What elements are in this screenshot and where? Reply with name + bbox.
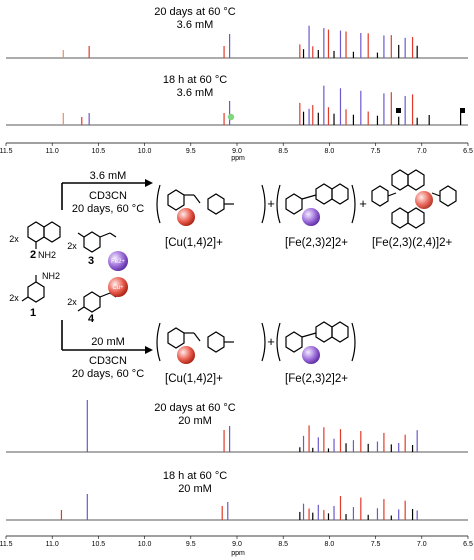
axis-tick-label: 9.0 (232, 148, 242, 155)
reactant-1-label: 1 (29, 307, 37, 319)
reactant-3-structure (77, 231, 117, 253)
reactant-2-label: 2 (29, 249, 37, 261)
fe-sphere-product3 (415, 191, 433, 209)
reactant-4-structure (77, 291, 117, 313)
product2-formula-row1: [Fe(2,3)2]2+ (285, 237, 348, 249)
spectrum-20-days-3.6mM (6, 25, 468, 59)
reactant-2-count: 2x (9, 234, 19, 244)
reactant-4-label: 4 (87, 313, 95, 325)
axis-tick-label: 10.0 (138, 541, 152, 548)
axis-tick-label: 10.5 (92, 148, 106, 155)
spectrum-18h-20mM (6, 494, 468, 521)
row1-conditions: 20 days, 60 °C (71, 203, 145, 215)
reaction-scheme: 3.6 mM CD3CN 20 days, 60 °C 20 mM CD3CN … (0, 165, 474, 390)
fe-sphere-product2 (302, 208, 320, 226)
product-fe23-structure-row1 (276, 183, 356, 224)
fe-sphere (108, 251, 128, 271)
axis-tick-label: 11.5 (0, 541, 13, 548)
axis-tick-label: 7.5 (371, 148, 381, 155)
scheme-graphics (21, 169, 457, 364)
cu-label: Cu+ (112, 285, 124, 291)
row1-conc: 3.6 mM (89, 170, 127, 182)
axis-tick-label: 7.0 (417, 148, 427, 155)
fe-sphere-row2 (302, 346, 320, 364)
axis-tick-label: 8.5 (278, 148, 288, 155)
reactant-3-label: 3 (87, 255, 95, 267)
green-dot-marker (227, 113, 235, 121)
fe-label: Fe2+ (111, 259, 125, 265)
row2-conc: 20 mM (91, 336, 125, 348)
spectrum-label-4: 18 h at 60 °C 20 mM (162, 470, 228, 495)
cu-sphere (108, 277, 128, 297)
spectrum-20-days-20mM (6, 400, 468, 453)
axis-tick-label: 8.5 (278, 541, 288, 548)
row1-solvent: CD3CN (89, 190, 127, 202)
bottom-spectra-panel: 11.5 11.0 10.5 10.0 9.5 9.0 8.5 8.0 7.5 7.0 6.5 (0, 400, 473, 548)
ppm-label-bottom: ppm (231, 550, 245, 557)
axis-tick-label: 9.5 (186, 541, 196, 548)
axis-tick-label: 11.0 (46, 541, 59, 548)
axis-tick-label: 9.5 (186, 148, 196, 155)
axis-tick-label: 6.5 (463, 148, 473, 155)
axis-tick-label: 8.0 (325, 148, 335, 155)
axis-tick-label: 9.0 (232, 541, 242, 548)
product1-formula-row1: [Cu(1,4)2]+ (165, 237, 223, 249)
product-fe23-structure-row2 (276, 321, 356, 362)
spectrum-label-1: 20 days at 60 °C 3.6 mM (154, 6, 236, 31)
axis-tick-label: 8.0 (325, 541, 335, 548)
plus-2: + (359, 196, 367, 211)
product2-formula-row2: [Fe(2,3)2]2+ (285, 373, 348, 385)
ppm-axis-bottom: 11.5 11.0 10.5 10.0 9.5 9.0 8.5 8.0 7.5 7.0 6.5 (0, 535, 473, 548)
reactant-1-group: NH2 (41, 271, 60, 281)
reactant-1-count: 2x (9, 293, 19, 303)
spectrum-label-2: 18 h at 60 °C 3.6 mM (162, 74, 228, 99)
reactant-2-structure (27, 221, 61, 249)
axis-tick-label: 6.5 (463, 541, 473, 548)
axis-tick-label: 10.5 (92, 541, 106, 548)
product-cu14-structure-row1 (156, 184, 266, 224)
spectrum-label-3: 20 days at 60 °C 20 mM (154, 402, 236, 427)
top-spectra-panel: 11.5 11.0 10.5 10.0 9.5 9.0 8.5 8.0 7.5 7.0 6.5 (0, 25, 473, 155)
product3-formula-row1: [Fe(2,3)(2,4)]2+ (372, 237, 453, 249)
row2-solvent: CD3CN (89, 355, 127, 367)
row2-conditions: 20 days, 60 °C (71, 368, 145, 380)
reactant-4-count: 2x (67, 297, 77, 307)
reactant-3-count: 2x (67, 241, 77, 251)
plus-3: + (267, 334, 275, 349)
spectrum-18h-3.6mM (6, 85, 468, 126)
axis-tick-label: 10.0 (138, 148, 152, 155)
axis-tick-label: 7.5 (371, 541, 381, 548)
axis-tick-label: 11.5 (0, 148, 13, 155)
cu-sphere-row2 (177, 346, 195, 364)
ppm-axis-top: 11.5 11.0 10.5 10.0 9.5 9.0 8.5 8.0 7.5 7.0 6.5 (0, 142, 473, 155)
square-marker-1 (396, 108, 401, 113)
product-cu14-structure-row2 (156, 322, 266, 362)
reactant-1-structure (21, 275, 45, 303)
axis-tick-label: 11.0 (46, 148, 59, 155)
product-fe2324-structure (371, 169, 457, 229)
ppm-label-top: ppm (231, 155, 245, 162)
product1-formula-row2: [Cu(1,4)2]+ (165, 373, 223, 385)
plus-1: + (267, 196, 275, 211)
cu-sphere-product1 (177, 208, 195, 226)
axis-tick-label: 7.0 (417, 541, 427, 548)
square-marker-2 (460, 108, 465, 113)
reactant-2-group: NH2 (37, 250, 56, 260)
